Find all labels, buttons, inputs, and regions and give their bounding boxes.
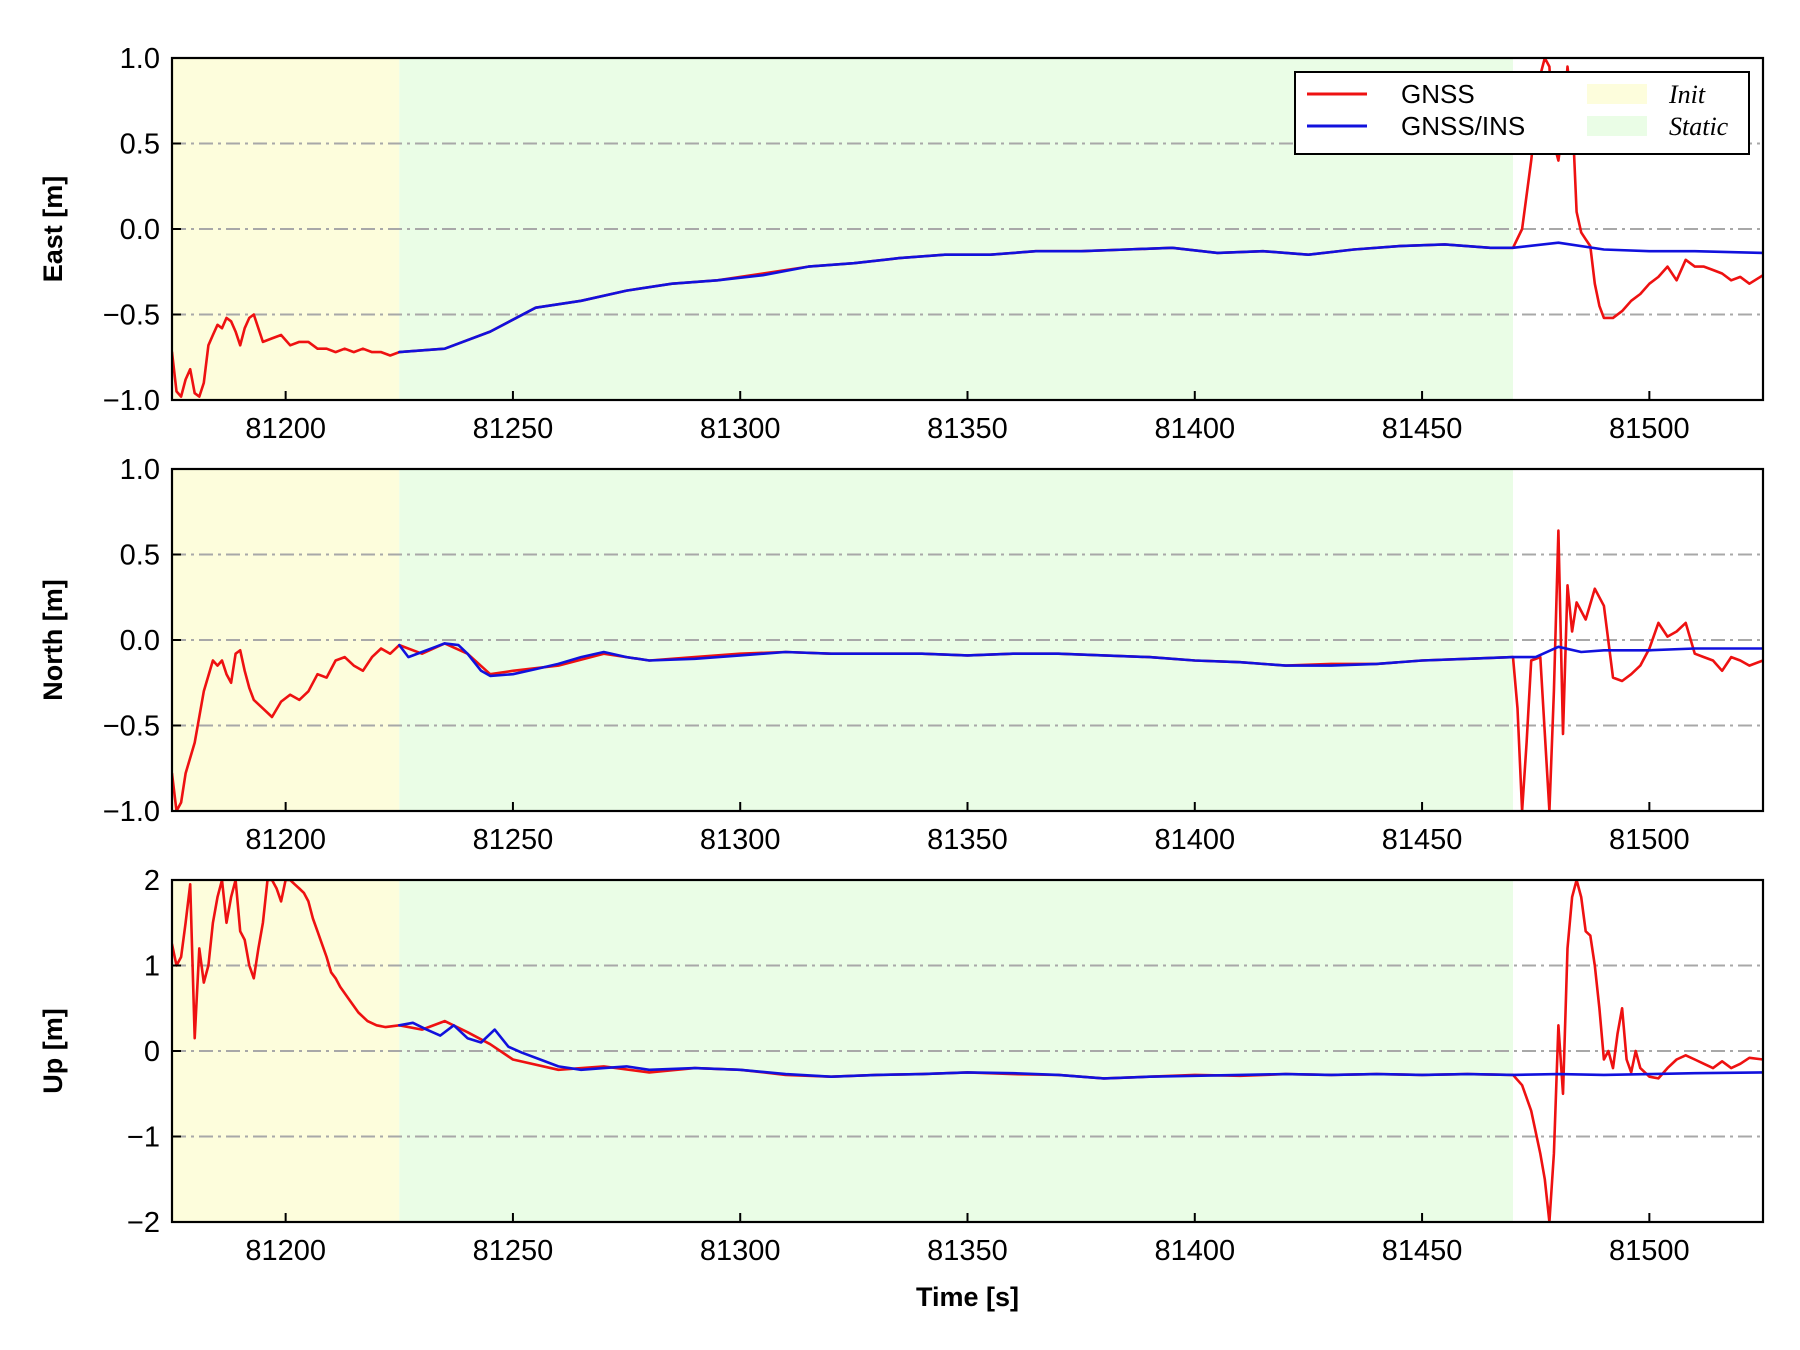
x-tick-label: 81450: [1382, 413, 1463, 445]
y-tick-label: −0.5: [103, 300, 160, 332]
y-tick-label: 0: [144, 1036, 160, 1068]
legend-label: Init: [1668, 80, 1706, 109]
x-tick-label: 81500: [1609, 413, 1690, 445]
x-tick-label: 81350: [927, 1235, 1008, 1267]
legend-label: Static: [1669, 112, 1729, 141]
y-tick-label: 0.0: [120, 214, 160, 246]
y-tick-label: 0.0: [120, 625, 160, 657]
y-axis-label: Up [m]: [38, 1008, 68, 1093]
x-tick-label: 81300: [700, 824, 781, 856]
x-tick-label: 81250: [473, 824, 554, 856]
y-tick-label: 1.0: [120, 454, 160, 486]
x-tick-label: 81500: [1609, 824, 1690, 856]
x-tick-label: 81200: [245, 1235, 326, 1267]
y-axis-label: North [m]: [38, 579, 68, 700]
x-tick-label: 81450: [1382, 824, 1463, 856]
legend-label: GNSS/INS: [1401, 111, 1525, 141]
series-gnss-ins-line: [397, 1021, 1763, 1080]
x-tick-label: 81500: [1609, 1235, 1690, 1267]
y-tick-label: −1: [127, 1122, 160, 1154]
x-axis-label: Time [s]: [916, 1282, 1019, 1312]
y-tick-label: 1.0: [120, 43, 160, 75]
x-tick-label: 81200: [245, 413, 326, 445]
subplot-3: 81200 81250 81300 81350 81400 81450 81500 −2 −1 0…: [38, 865, 1765, 1312]
x-tick-label: 81400: [1154, 824, 1235, 856]
subplot-1: 81200 81250 81300 81350 81400 81450 81500 −1.0 −…: [38, 43, 1765, 445]
legend-label: GNSS: [1401, 79, 1475, 109]
y-tick-label: −1.0: [103, 385, 160, 417]
y-tick-label: −1.0: [103, 796, 160, 828]
series-gnss-ins-line: [397, 642, 1763, 678]
y-tick-label: 1: [144, 951, 160, 983]
y-tick-label: −2: [127, 1207, 160, 1239]
x-tick-label: 81450: [1382, 1235, 1463, 1267]
legend-swatch-init: [1587, 84, 1647, 104]
y-axis-label: East [m]: [38, 176, 68, 283]
x-tick-label: 81300: [700, 1235, 781, 1267]
subplot-2: 81200 81250 81300 81350 81400 81450 81500 −1.0 −…: [38, 454, 1765, 856]
y-tick-label: −0.5: [103, 711, 160, 743]
x-tick-label: 81300: [700, 413, 781, 445]
y-tick-label: 0.5: [120, 540, 160, 572]
x-tick-label: 81200: [245, 824, 326, 856]
legend-swatch-static: [1587, 116, 1647, 136]
x-tick-label: 81350: [927, 413, 1008, 445]
x-tick-label: 81400: [1154, 1235, 1235, 1267]
series-gnss-ins-line: [397, 241, 1763, 354]
legend-box: [1294, 71, 1750, 155]
y-tick-label: 2: [144, 865, 160, 897]
x-tick-label: 81350: [927, 824, 1008, 856]
x-tick-label: 81250: [473, 413, 554, 445]
x-tick-label: 81250: [473, 1235, 554, 1267]
x-tick-label: 81400: [1154, 413, 1235, 445]
y-tick-label: 0.5: [120, 129, 160, 161]
